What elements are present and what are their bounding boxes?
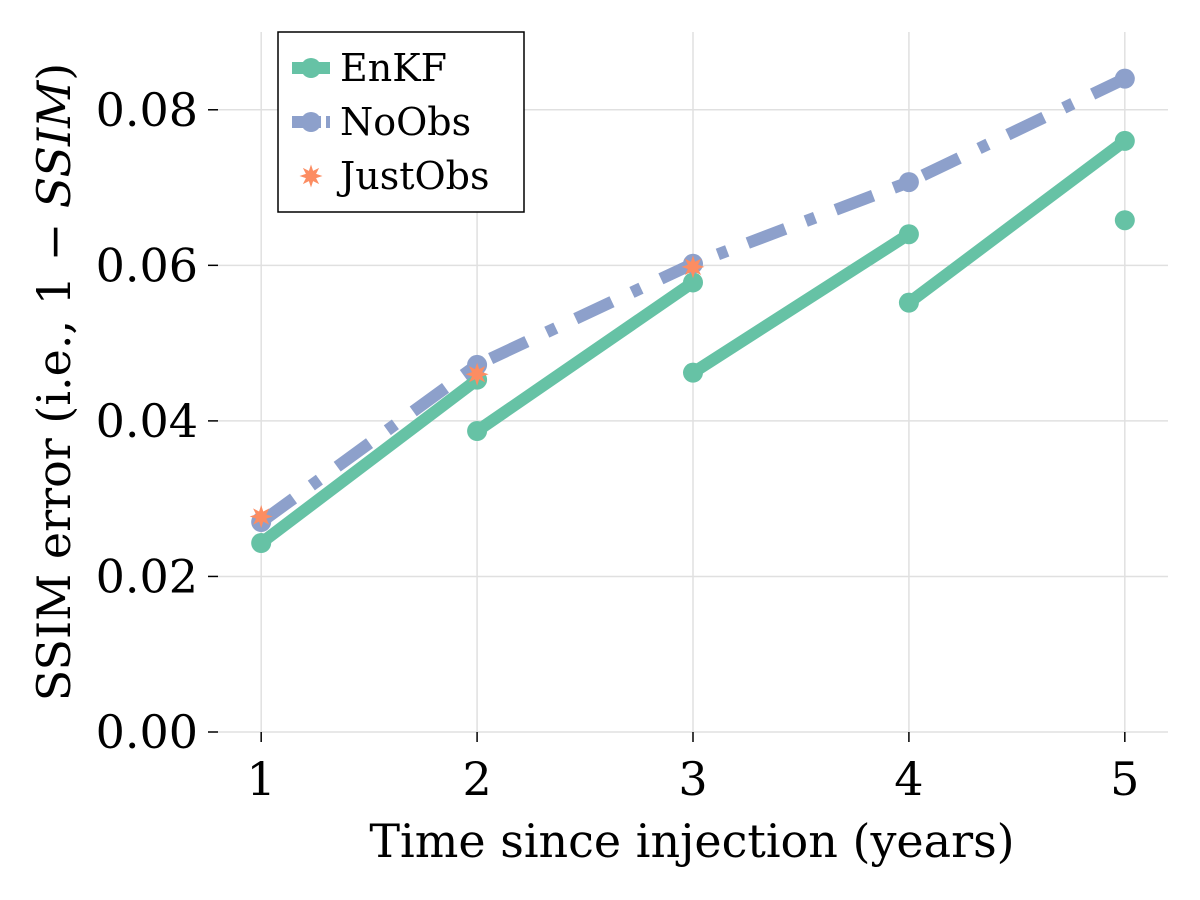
- legend-marker-noobs: [301, 112, 321, 132]
- legend-item-enkf: EnKF: [292, 46, 447, 90]
- legend-items: EnKF NoObs JustObs: [292, 46, 489, 198]
- x-tick-label: 1: [247, 752, 276, 806]
- x-tick-label: 4: [894, 752, 923, 806]
- legend-marker-justobs: [299, 164, 323, 188]
- legend-label-noobs: NoObs: [340, 100, 471, 144]
- enkf-line-segment-2: [471, 276, 699, 437]
- y-axis-label: SSIM error (i.e., 1 − SSIM): [27, 63, 81, 702]
- enkf-point: [467, 421, 488, 441]
- series-justobs: [249, 255, 705, 529]
- enkf-point: [898, 224, 919, 245]
- legend-marker-enkf: [301, 58, 321, 78]
- y-tick-label: 0.02: [96, 549, 198, 603]
- enkf-point: [251, 533, 272, 553]
- legend-label-justobs: JustObs: [336, 154, 489, 198]
- enkf-line-segment-4: [902, 134, 1131, 309]
- enkf-line-segment-1: [255, 373, 484, 549]
- legend-item-justobs: JustObs: [299, 154, 489, 198]
- legend-item-noobs: NoObs: [292, 100, 471, 144]
- noobs-point: [1114, 68, 1135, 89]
- enkf-point: [1114, 210, 1135, 231]
- x-axis-label: Time since injection (years): [369, 814, 1014, 868]
- noobs-point: [898, 172, 919, 193]
- y-tick-label: 0.00: [96, 705, 198, 759]
- y-tick-label: 0.06: [96, 238, 198, 292]
- series-enkf: [251, 130, 1135, 553]
- legend: EnKF NoObs JustObs: [277, 31, 525, 213]
- enkf-point: [683, 272, 703, 293]
- justobs-point: [681, 255, 705, 279]
- enkf-point: [1114, 130, 1135, 151]
- justobs-point: [465, 362, 489, 386]
- y-tick-label: 0.08: [96, 83, 198, 137]
- enkf-point: [683, 362, 703, 383]
- x-tick-label: 2: [462, 752, 491, 806]
- enkf-point: [898, 292, 919, 313]
- x-tick-label: 3: [678, 752, 707, 806]
- enkf-line-segment-3: [687, 228, 915, 379]
- series-layer: [249, 68, 1135, 553]
- legend-label-enkf: EnKF: [340, 46, 447, 90]
- justobs-point: [249, 505, 273, 529]
- x-tick-label: 5: [1110, 752, 1139, 806]
- axes: 1 2 3 4 5 0.00 0.02 0.04 0.06 0.08: [96, 83, 1140, 806]
- y-tick-label: 0.04: [96, 394, 198, 448]
